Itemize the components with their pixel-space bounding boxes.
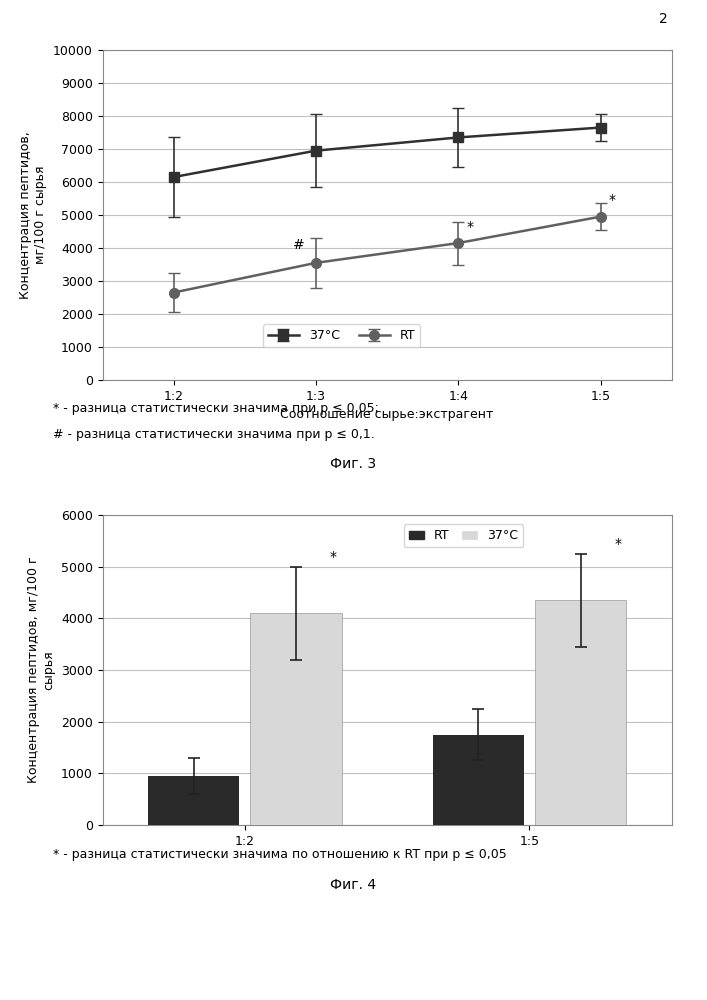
- Text: *: *: [614, 537, 621, 551]
- Text: * - разница статистически значима по отношению к RT при p ≤ 0,05: * - разница статистически значима по отн…: [53, 848, 507, 861]
- Text: Фиг. 3: Фиг. 3: [330, 457, 377, 471]
- Text: 2: 2: [660, 12, 668, 26]
- Text: # - разница статистически значима при p ≤ 0,1.: # - разница статистически значима при p …: [53, 428, 375, 441]
- Bar: [535, 600, 626, 825]
- Text: #: #: [293, 238, 305, 252]
- X-axis label: Соотношение сырье:экстрагент: Соотношение сырье:экстрагент: [281, 408, 493, 421]
- Text: * - разница статистически значима при p ≤ 0,05;: * - разница статистически значима при p …: [53, 402, 379, 415]
- Text: *: *: [609, 193, 615, 207]
- Text: *: *: [466, 220, 473, 234]
- Y-axis label: Концентрация пептидов,
мг/100 г сырья: Концентрация пептидов, мг/100 г сырья: [19, 131, 47, 299]
- Bar: [433, 735, 524, 825]
- Legend: RT, 37°C: RT, 37°C: [404, 524, 523, 547]
- Y-axis label: Концентрация пептидов, мг/100 г
сырья: Концентрация пептидов, мг/100 г сырья: [28, 557, 55, 783]
- Text: *: *: [329, 550, 337, 564]
- Bar: [148, 776, 239, 825]
- Text: Фиг. 4: Фиг. 4: [330, 878, 377, 892]
- Legend: 37°C, RT: 37°C, RT: [262, 324, 421, 347]
- Bar: [250, 613, 341, 825]
